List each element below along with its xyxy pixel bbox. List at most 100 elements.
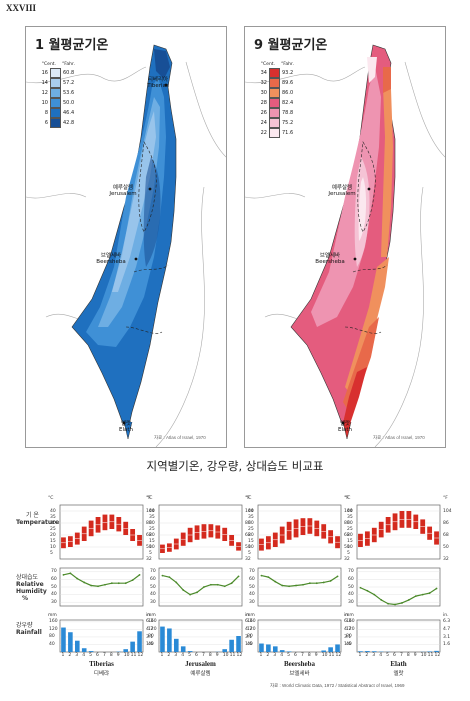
legend-fahrenheit: 57.2 [63, 80, 75, 86]
month-label: 11 [328, 653, 335, 658]
axis-tick-f: 32 [443, 556, 449, 562]
september-map-title: 9 월평균기온 [254, 38, 328, 53]
month-label: 11 [427, 653, 434, 658]
humidity-point [209, 583, 212, 586]
humidity-line [162, 575, 239, 596]
humidity-line [63, 572, 140, 587]
city-ko: 브엘세바 [319, 253, 341, 259]
station-name-en: Beersheba [283, 660, 316, 668]
legend-celsius: 12 [41, 90, 48, 96]
humidity-point [281, 584, 284, 587]
axis-tick-humidity: 30 [51, 599, 57, 605]
legend-celsius: 34 [260, 70, 267, 76]
axis-tick-c: 10 [347, 544, 353, 550]
neighbor-border [245, 193, 306, 199]
humidity-point [168, 576, 171, 579]
axis-tick-mm: 40 [247, 641, 253, 647]
city-ko: 엘랏 [339, 421, 351, 427]
legend-fahrenheit: 93.2 [282, 70, 294, 76]
axis-tick-f: 68 [344, 532, 350, 538]
axis-tick-mm: 160 [148, 619, 157, 625]
month-label: 9 [116, 653, 120, 658]
axis-tick-humidity: 70 [150, 569, 156, 575]
legend-fahrenheit: 78.8 [282, 110, 294, 116]
city-ko: 엘랏 [120, 421, 132, 427]
humidity-point [274, 580, 277, 583]
legend-unit-c: °Cent. [260, 61, 275, 67]
humidity-point [76, 577, 79, 580]
city-en: Beersheba [96, 259, 126, 265]
humidity-point [110, 582, 113, 585]
city-en: Jerusalem [109, 191, 137, 197]
axis-tick-humidity: 50 [249, 584, 255, 590]
legend-row: 6 42.8 [34, 118, 83, 128]
month-label: 5 [188, 653, 191, 658]
axis-unit-c: °C [147, 496, 153, 501]
legend-swatch [269, 78, 280, 88]
internal-border [352, 264, 388, 273]
temperature-panel [257, 504, 342, 560]
axis-unit-f: °F [344, 496, 349, 501]
humidity-point [394, 603, 396, 606]
legend-row: 26 78.8 [253, 108, 302, 118]
axis-tick-in: 6.3 [443, 619, 451, 625]
legend-fahrenheit: 60.8 [63, 70, 75, 76]
month-label: 4 [82, 653, 86, 658]
legend-fahrenheit: 89.6 [282, 80, 294, 86]
humidity-point [428, 592, 431, 594]
legend-swatch [269, 98, 280, 108]
legend-celsius: 32 [260, 80, 267, 86]
legend-fahrenheit: 53.6 [63, 90, 75, 96]
city-en: Elath [337, 427, 353, 433]
axis-tick-in: 1.6 [146, 641, 154, 647]
axis-tick-c: 25 [149, 526, 155, 532]
rainfall-panel [59, 619, 144, 653]
axis-unit-mm: mm [147, 613, 156, 618]
rainfall-bar [88, 651, 94, 652]
axis-tick-f: 68 [443, 532, 449, 538]
city-label-beersheba: 브엘세바 Beersheba [307, 253, 353, 265]
humidity-point [97, 585, 99, 588]
axis-tick-c: 10 [248, 544, 254, 550]
legend-celsius: 6 [44, 120, 48, 126]
station-name-ko: 엘랏 [393, 671, 404, 677]
humidity-point [315, 582, 318, 585]
axis-tick-c: 20 [347, 532, 353, 538]
humidity-point [322, 581, 325, 584]
axis-tick-f: 104 [146, 508, 155, 514]
axis-tick-in: 6.3 [245, 619, 253, 625]
month-label: 6 [195, 653, 198, 658]
city-label-jerusalem: 예루살렘 Jerusalem [319, 185, 365, 197]
axis-tick-c: 25 [248, 526, 254, 532]
station-name-en: Tiberias [89, 660, 114, 668]
rainfall-bar [173, 638, 179, 652]
axis-tick-mm: 120 [346, 626, 355, 632]
legend-celsius: 24 [260, 120, 267, 126]
internal-border [344, 326, 382, 334]
axis-tick-f: 50 [344, 544, 350, 550]
city-label-tiberias: 티베리아 Tiberias [138, 77, 178, 89]
humidity-point [175, 581, 178, 584]
axis-tick-c: 5 [50, 550, 53, 556]
axis-unit-in: in. [344, 613, 350, 618]
axis-tick-c: 40 [50, 508, 56, 514]
axis-tick-humidity: 30 [348, 599, 354, 605]
humidity-point [196, 591, 198, 594]
neighbor-border [374, 186, 424, 447]
neighbor-border [404, 61, 445, 158]
city-ko: 브엘세바 [100, 253, 122, 259]
rainfall-bar [187, 651, 193, 652]
september-temperature-map: 9 월평균기온 °Cent. °Fahr. 34 93.2 32 89.6 30 86.0… [244, 26, 446, 448]
month-label: 3 [273, 653, 277, 658]
humidity-point [329, 580, 332, 582]
humidity-point [366, 589, 369, 592]
axis-tick-in: 3.1 [443, 634, 451, 640]
axis-tick-f: 86 [344, 520, 350, 526]
september-legend-rows: 34 93.2 32 89.6 30 86.0 28 82.4 26 78.8 24 75.2 22 71… [253, 68, 302, 138]
humidity-point [288, 585, 291, 588]
humidity-point [373, 593, 376, 596]
temperature-panel [158, 504, 243, 560]
month-label: 5 [89, 653, 92, 658]
month-label: 1 [61, 653, 65, 658]
